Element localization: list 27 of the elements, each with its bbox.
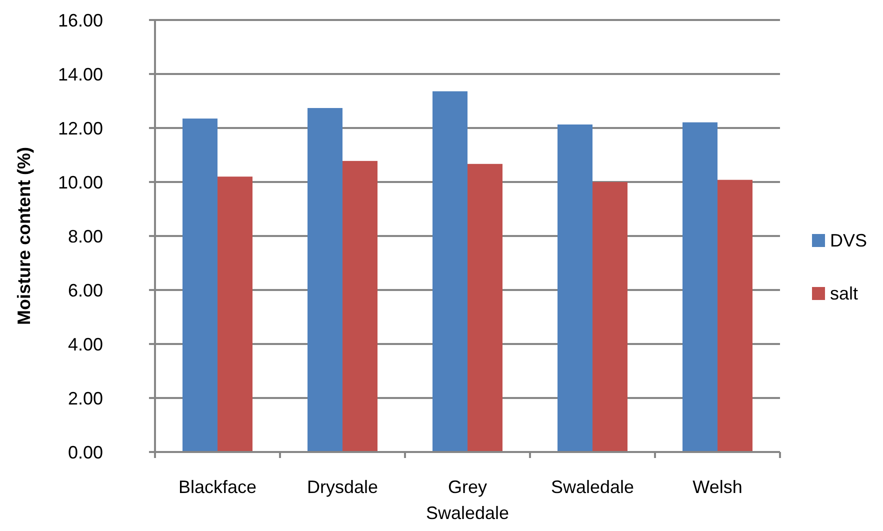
y-tick-label: 12.00	[58, 118, 103, 138]
legend-label: DVS	[830, 230, 868, 250]
bar	[558, 124, 592, 452]
x-tick-label: Welsh	[692, 477, 742, 497]
y-tick-label: 2.00	[68, 388, 103, 408]
bar	[218, 176, 252, 452]
bar	[682, 122, 718, 452]
bar	[718, 180, 752, 452]
y-axis-title: Moisture content (%)	[14, 147, 34, 325]
y-tick-label: 8.00	[68, 226, 103, 246]
bar	[592, 182, 628, 452]
y-tick-label: 16.00	[58, 10, 103, 30]
x-tick-label: Drysdale	[306, 477, 378, 497]
y-tick-label: 4.00	[68, 334, 103, 354]
y-tick-label: 6.00	[68, 280, 103, 300]
y-tick-label: 14.00	[58, 64, 103, 84]
bar	[342, 160, 378, 452]
y-tick-label: 0.00	[68, 442, 103, 462]
bar	[182, 118, 218, 452]
legend-label: salt	[830, 283, 858, 304]
x-tick-label: Blackface	[178, 477, 257, 497]
bar	[432, 91, 468, 452]
x-tick-label: Grey Swaledale	[426, 477, 510, 523]
bar	[308, 108, 342, 452]
y-tick-label: 10.00	[58, 172, 103, 192]
bar	[468, 164, 502, 452]
x-tick-label: Swaledale	[550, 477, 634, 497]
